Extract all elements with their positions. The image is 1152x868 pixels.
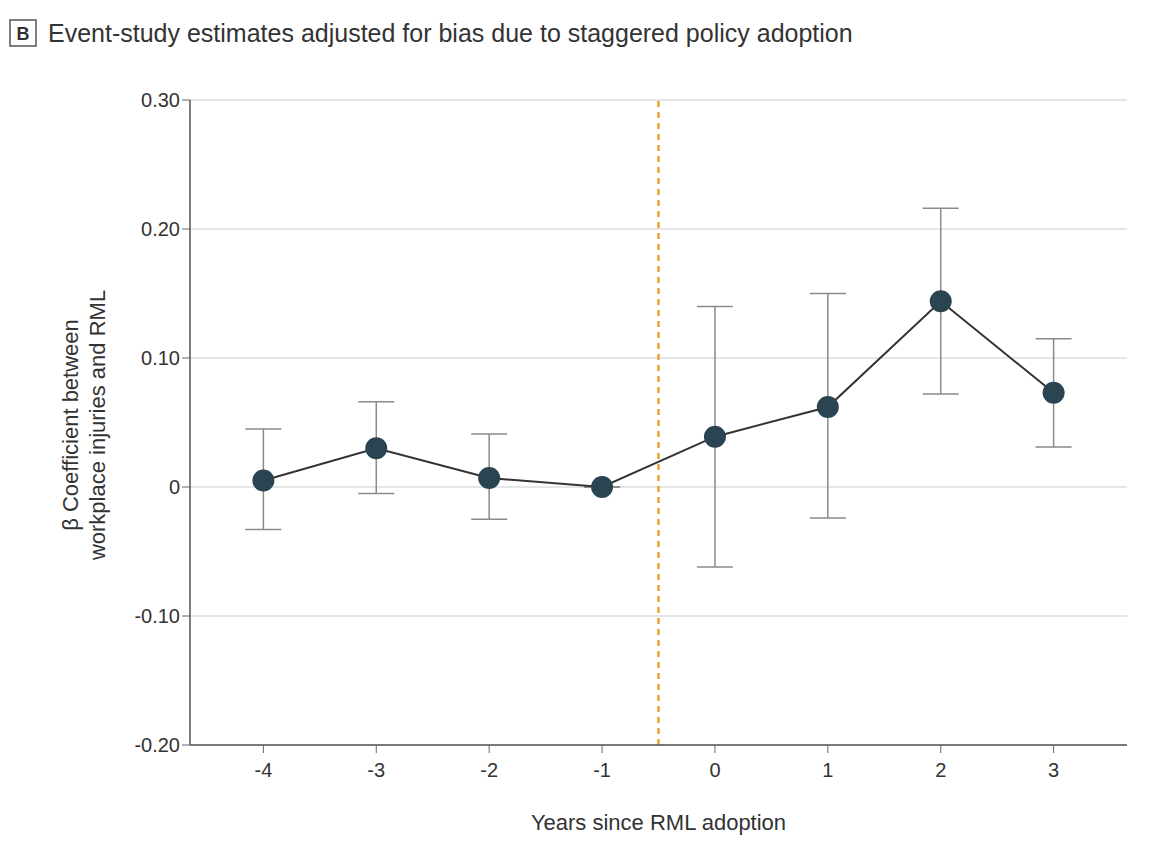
svg-text:3: 3 — [1048, 759, 1059, 781]
svg-text:-2: -2 — [480, 759, 498, 781]
svg-text:-0.20: -0.20 — [134, 734, 180, 756]
svg-text:-4: -4 — [254, 759, 272, 781]
svg-text:-1: -1 — [593, 759, 611, 781]
svg-text:B: B — [17, 24, 30, 44]
svg-text:-0.10: -0.10 — [134, 605, 180, 627]
svg-text:β Coefficient between: β Coefficient between — [58, 319, 83, 531]
svg-text:0: 0 — [709, 759, 720, 781]
svg-text:-3: -3 — [367, 759, 385, 781]
svg-text:workplace injuries and RML: workplace injuries and RML — [85, 290, 110, 561]
svg-text:0.10: 0.10 — [141, 347, 180, 369]
svg-text:Years since RML adoption: Years since RML adoption — [531, 810, 786, 835]
svg-text:0.30: 0.30 — [141, 89, 180, 111]
svg-text:Event-study estimates adjusted: Event-study estimates adjusted for bias … — [48, 19, 853, 47]
svg-text:1: 1 — [822, 759, 833, 781]
svg-text:0.20: 0.20 — [141, 218, 180, 240]
svg-text:2: 2 — [935, 759, 946, 781]
svg-text:0: 0 — [169, 476, 180, 498]
